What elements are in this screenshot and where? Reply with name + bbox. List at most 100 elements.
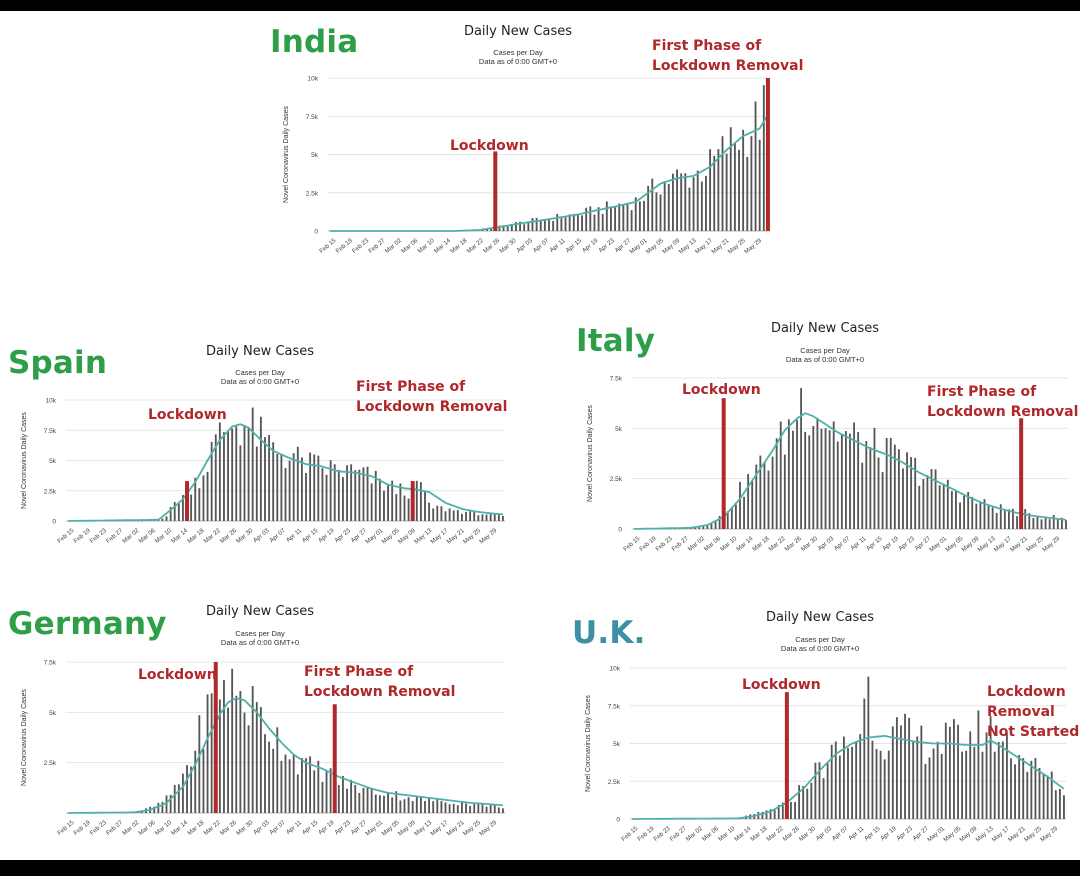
data-bar	[268, 435, 271, 521]
data-bar	[750, 136, 753, 231]
data-bar	[597, 207, 600, 231]
data-bar	[395, 791, 398, 813]
data-bar	[802, 786, 805, 819]
data-bar	[1030, 760, 1033, 819]
data-bar	[350, 464, 353, 521]
data-bar	[354, 470, 357, 521]
data-bar	[836, 441, 839, 529]
data-bar	[210, 441, 213, 521]
chart-subtitle-italy: Cases per Day Data as of 0:00 GMT+0	[735, 346, 915, 364]
data-bar	[810, 782, 813, 819]
x-tick-label: Mar 02	[687, 535, 707, 553]
data-bar	[300, 758, 303, 813]
data-bar	[346, 465, 348, 521]
data-bar	[419, 796, 422, 813]
data-bar	[539, 219, 542, 231]
data-bar	[576, 214, 579, 231]
data-bar	[153, 806, 156, 813]
x-tick-label: Feb 23	[654, 535, 674, 553]
data-bar	[395, 494, 398, 521]
data-bar	[634, 197, 637, 231]
data-bar	[493, 513, 496, 521]
data-bar	[818, 762, 821, 819]
x-tick-label: Mar 10	[717, 825, 737, 843]
data-bar	[182, 773, 184, 813]
data-bar	[981, 751, 984, 819]
data-bar	[231, 428, 234, 521]
data-bar	[883, 759, 886, 819]
data-bar	[465, 803, 467, 813]
data-bar	[887, 750, 890, 819]
data-bar	[1054, 790, 1057, 819]
x-tick-label: Mar 10	[719, 535, 739, 553]
annotation-line-2: Lockdown Removal	[356, 399, 508, 415]
data-bar	[374, 470, 377, 521]
data-bar	[136, 520, 139, 522]
data-bar	[231, 668, 234, 813]
data-bar	[928, 757, 931, 819]
data-bar	[415, 480, 418, 521]
data-bar	[948, 726, 951, 819]
data-bar	[198, 715, 201, 813]
data-bar	[194, 477, 197, 521]
data-bar	[173, 502, 176, 521]
data-bar	[873, 427, 876, 529]
data-bar	[358, 469, 361, 521]
data-bar	[1005, 733, 1008, 819]
data-bar	[227, 707, 229, 813]
data-bar	[967, 491, 970, 529]
data-bar	[564, 217, 567, 231]
data-bar	[885, 438, 888, 529]
data-bar	[366, 786, 369, 813]
data-bar	[877, 457, 880, 529]
data-bar	[502, 516, 504, 521]
data-bar	[259, 707, 262, 813]
data-bar	[733, 142, 736, 231]
data-bar	[834, 741, 837, 819]
data-bar	[963, 495, 966, 529]
data-bar	[428, 797, 431, 813]
subtitle-line-2: Data as of 0:00 GMT+0	[478, 57, 558, 66]
data-bar	[486, 228, 488, 231]
data-bar	[165, 795, 168, 813]
x-tick-label: Mar 26	[784, 535, 804, 553]
data-bar	[362, 787, 365, 813]
x-tick-label: Mar 30	[800, 535, 820, 553]
data-bar	[510, 224, 513, 231]
annotation-spain-removal: First Phase of Lockdown Removal	[356, 377, 507, 417]
data-bar	[618, 203, 621, 231]
data-bar	[762, 85, 765, 231]
x-tick-label: Mar 22	[765, 825, 785, 843]
x-tick-label: Apr 19	[879, 825, 898, 842]
data-bar	[1048, 519, 1051, 529]
data-bar	[1024, 509, 1027, 529]
annotation-germany-removal: First Phase of Lockdown Removal	[304, 662, 455, 702]
data-bar	[124, 520, 127, 522]
data-bar	[667, 183, 670, 231]
annotation-line-1: First Phase of	[927, 384, 1037, 400]
data-bar	[202, 749, 205, 813]
data-bar	[218, 699, 221, 813]
data-bar	[313, 454, 316, 521]
chart-uk: Novel Coronavirus Daily Cases 0 2.5k 5k 7.5k…	[585, 666, 1066, 844]
x-tick-label: Mar 06	[400, 237, 420, 255]
data-bar	[783, 454, 786, 529]
x-tick-label: Feb 23	[652, 825, 672, 843]
data-bar	[820, 428, 823, 529]
x-tick-label: Feb 23	[89, 527, 109, 545]
data-bar	[280, 454, 283, 521]
removal-marker	[332, 704, 337, 813]
data-bar	[1007, 509, 1010, 529]
x-tick-label: Apr 07	[833, 535, 852, 552]
data-bar	[489, 513, 492, 521]
data-bar	[869, 447, 872, 529]
data-bar	[1010, 758, 1012, 819]
data-bar	[908, 717, 911, 819]
data-bar	[950, 491, 953, 529]
data-bar	[922, 479, 925, 529]
data-bar	[448, 508, 451, 521]
x-tick-label: Apr 15	[301, 527, 320, 544]
x-tick-label: Feb 27	[367, 237, 387, 255]
chart-subtitle-spain: Cases per Day Data as of 0:00 GMT+0	[170, 368, 350, 386]
data-bar	[165, 516, 168, 521]
